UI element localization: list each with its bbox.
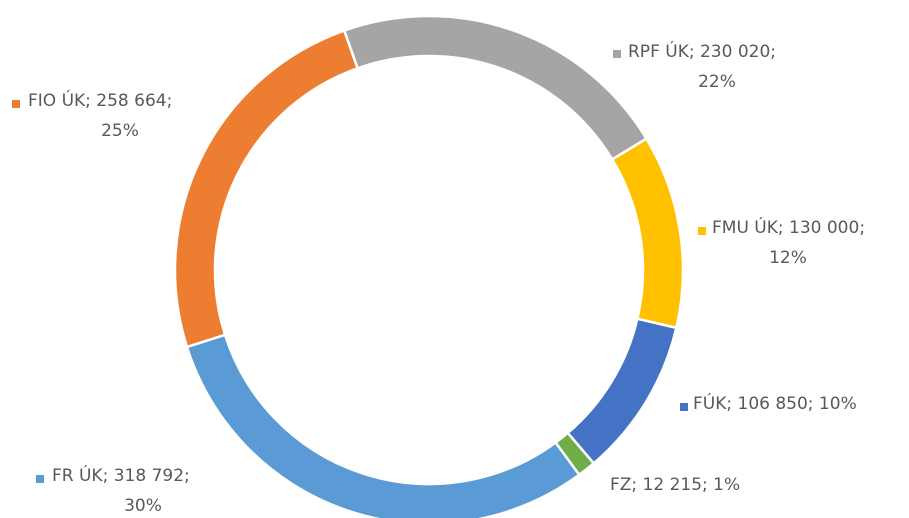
data-label: FÚK; 106 850; 10% [693, 392, 857, 414]
data-label-line: FR ÚK; 318 792; [52, 464, 190, 486]
donut-slice [565, 317, 678, 466]
data-label-line: 25% [101, 121, 139, 141]
label-marker [613, 50, 621, 58]
data-label: FR ÚK; 318 792; 30% [52, 464, 190, 516]
data-label: FIO ÚK; 258 664; 25% [28, 89, 172, 141]
label-marker [12, 100, 20, 108]
data-label-line: FMU ÚK; 130 000; [712, 216, 865, 238]
data-label: FMU ÚK; 130 000; 12% [712, 216, 865, 268]
data-label: RPF ÚK; 230 020; 22% [628, 40, 776, 92]
donut-slice [610, 136, 685, 330]
donut-slice [173, 28, 360, 349]
data-label: FZ; 12 215; 1% [610, 475, 740, 495]
data-label-line: 12% [769, 248, 807, 268]
data-label-line: FIO ÚK; 258 664; [28, 89, 172, 111]
label-marker [680, 403, 688, 411]
data-label-line: 30% [124, 496, 162, 516]
donut-slice [185, 333, 581, 518]
label-marker [698, 227, 706, 235]
label-marker [36, 475, 44, 483]
data-label-line: RPF ÚK; 230 020; [628, 40, 776, 62]
donut-slice [342, 14, 649, 162]
data-label-line: 22% [698, 72, 736, 92]
